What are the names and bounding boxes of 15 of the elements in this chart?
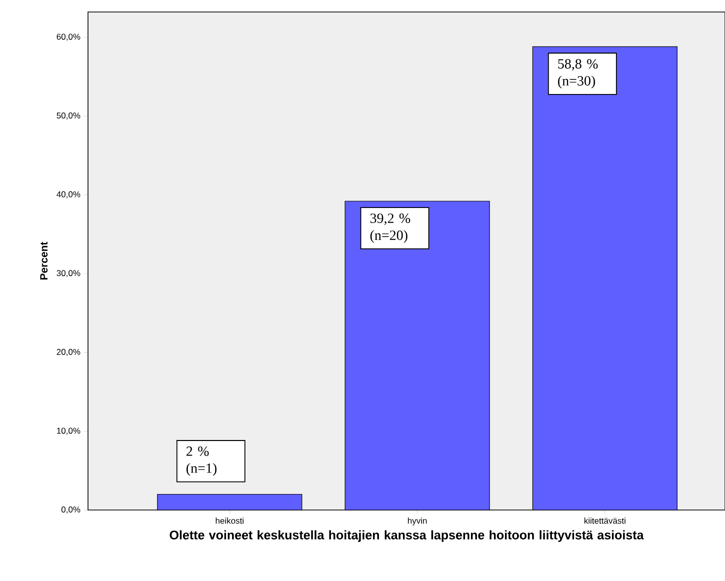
data-label: 58,8 % (n=30) [558, 59, 598, 88]
x-tick-label: hyvin [408, 518, 427, 526]
x-tick-label: kiitettävästi [584, 518, 626, 524]
data-label: 2 % (n=1) [186, 446, 217, 476]
y-tick-label: 50,0% [56, 112, 80, 120]
x-tick-label: heikosti [216, 518, 244, 524]
y-tick-label: 60,0% [56, 34, 80, 41]
data-label: 39,2 % (n=20) [370, 214, 410, 243]
y-tick-label: 20,0% [56, 348, 80, 356]
y-tick-label: 0,0% [61, 506, 80, 514]
x-axis-title: Olette voineet keskustella hoitajien kanssa lapsenne hoitoon liittyvistä asioista [170, 530, 644, 542]
y-tick-label: 10,0% [57, 428, 80, 435]
y-tick-label: 30,0% [56, 270, 80, 278]
y-axis-title: Percent [40, 242, 48, 280]
y-tick-label: 40,0% [56, 191, 80, 198]
